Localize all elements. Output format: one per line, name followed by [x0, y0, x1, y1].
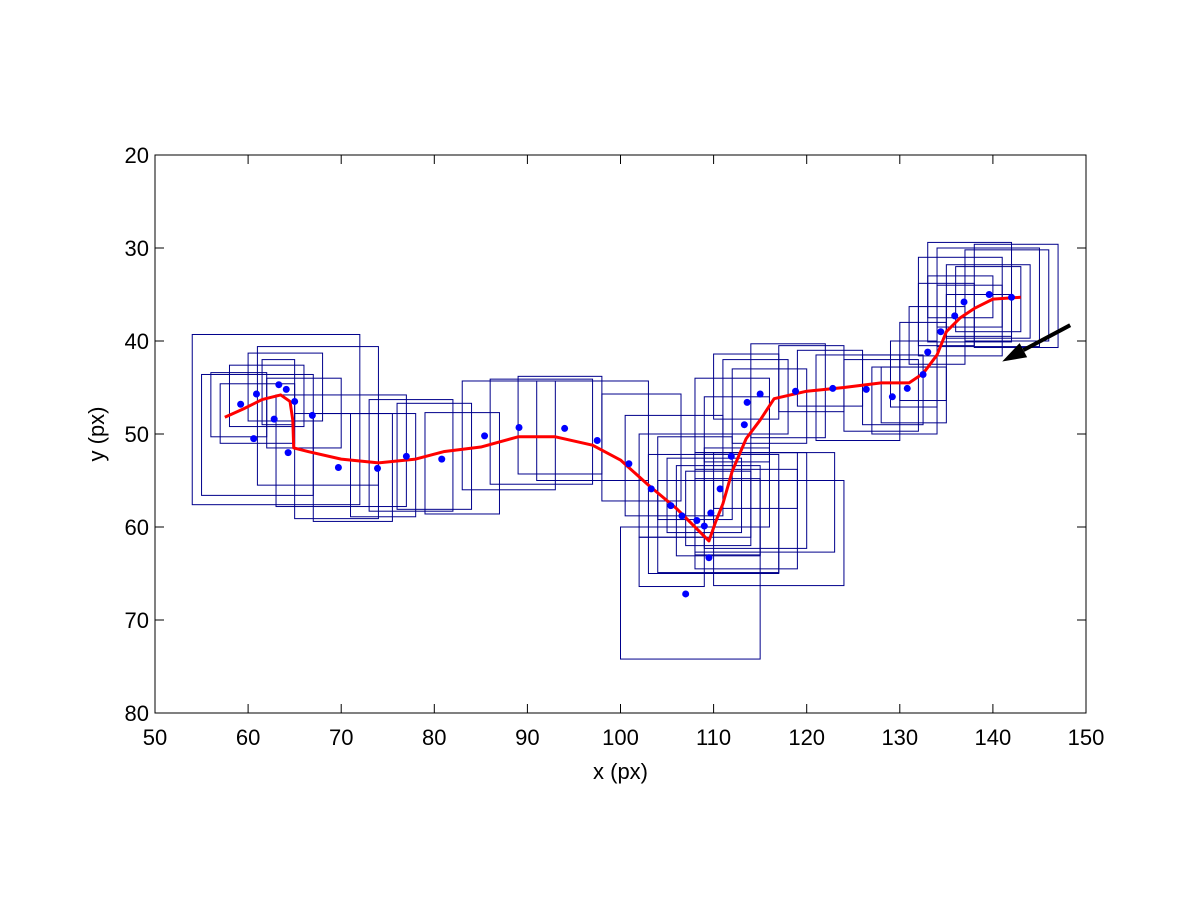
bounding-box	[489, 378, 594, 485]
bounding-box	[261, 359, 296, 426]
bounding-box	[862, 354, 924, 426]
x-tick-label: 100	[602, 725, 639, 750]
arrow-head	[1002, 343, 1028, 362]
data-point	[862, 385, 870, 393]
bounding-box	[899, 321, 947, 402]
data-point	[252, 390, 260, 398]
x-tick-label: 130	[881, 725, 918, 750]
ticks-layer: 50 60 70 80 90 100 110 120 130 140 150 20 30 40 50 60 70…	[125, 143, 1105, 750]
data-point	[951, 312, 959, 320]
bounding-box	[964, 249, 1050, 342]
x-tick-label: 120	[788, 725, 825, 750]
arrow-layer	[1002, 323, 1072, 362]
x-tick-label: 90	[515, 725, 539, 750]
bounding-box	[703, 447, 770, 528]
x-tick-label: 60	[236, 725, 260, 750]
data-point	[919, 370, 927, 378]
x-tick-label: 70	[329, 725, 353, 750]
data-point	[700, 522, 708, 530]
data-point	[792, 387, 800, 395]
data-point	[402, 452, 410, 460]
data-point	[756, 390, 764, 398]
data-point	[647, 485, 655, 493]
data-point	[374, 464, 382, 472]
bounding-box	[368, 399, 454, 512]
x-tick-label: 110	[696, 725, 731, 750]
bounding-box	[601, 393, 682, 502]
bounding-box	[843, 359, 919, 432]
data-point	[743, 398, 751, 406]
bounding-box	[936, 284, 1003, 328]
bounding-box	[638, 536, 705, 588]
data-point	[1008, 293, 1016, 301]
data-point	[308, 411, 316, 419]
bounding-box	[945, 294, 1013, 337]
data-point	[284, 449, 292, 457]
data-point	[705, 554, 713, 562]
y-tick-label: 50	[125, 422, 149, 447]
data-point	[250, 435, 258, 443]
data-point	[693, 516, 701, 524]
data-point	[237, 400, 245, 408]
data-point	[625, 460, 633, 468]
y-axis-label: y (px)	[84, 407, 109, 462]
bounding-box	[620, 526, 761, 660]
data-point	[561, 424, 569, 432]
bounding-box	[694, 478, 761, 556]
y-tick-label: 60	[125, 515, 149, 540]
data-point	[707, 509, 715, 517]
data-point	[481, 432, 489, 440]
data-points-layer	[237, 291, 1016, 598]
data-point	[438, 455, 446, 463]
data-point	[515, 423, 523, 431]
x-axis-label: x (px)	[593, 759, 648, 784]
bounding-box	[889, 340, 938, 408]
bounding-boxes-layer	[191, 241, 1059, 660]
data-point	[960, 298, 968, 306]
bounding-box	[396, 402, 473, 510]
arrow-shaft	[1022, 323, 1072, 352]
data-point	[903, 384, 911, 392]
bounding-box	[350, 413, 417, 518]
y-tick-label: 70	[125, 608, 149, 633]
data-point	[270, 415, 278, 423]
data-point	[282, 385, 290, 393]
y-tick-label: 20	[125, 143, 149, 168]
data-point	[716, 485, 724, 493]
data-point	[334, 463, 342, 471]
data-point	[829, 384, 837, 392]
data-point	[275, 381, 283, 389]
data-point	[593, 437, 601, 445]
y-tick-label: 40	[125, 329, 149, 354]
data-point	[678, 512, 686, 520]
bounding-box	[275, 394, 407, 508]
data-point	[985, 291, 993, 298]
x-tick-label: 50	[143, 725, 167, 750]
data-point	[291, 397, 299, 405]
data-point	[888, 393, 896, 401]
data-point	[740, 421, 748, 429]
bounding-box	[247, 352, 324, 422]
y-tick-label: 80	[125, 701, 149, 726]
x-tick-label: 140	[975, 725, 1012, 750]
bounding-box	[713, 480, 845, 587]
data-point	[727, 452, 735, 460]
x-tick-label: 150	[1068, 725, 1105, 750]
bounding-box	[536, 380, 649, 481]
data-point	[682, 590, 690, 598]
data-point	[924, 348, 932, 356]
bounding-box	[955, 266, 1022, 333]
x-tick-label: 80	[422, 725, 446, 750]
data-point	[667, 502, 675, 510]
y-tick-label: 30	[125, 236, 149, 261]
data-point	[937, 328, 945, 336]
